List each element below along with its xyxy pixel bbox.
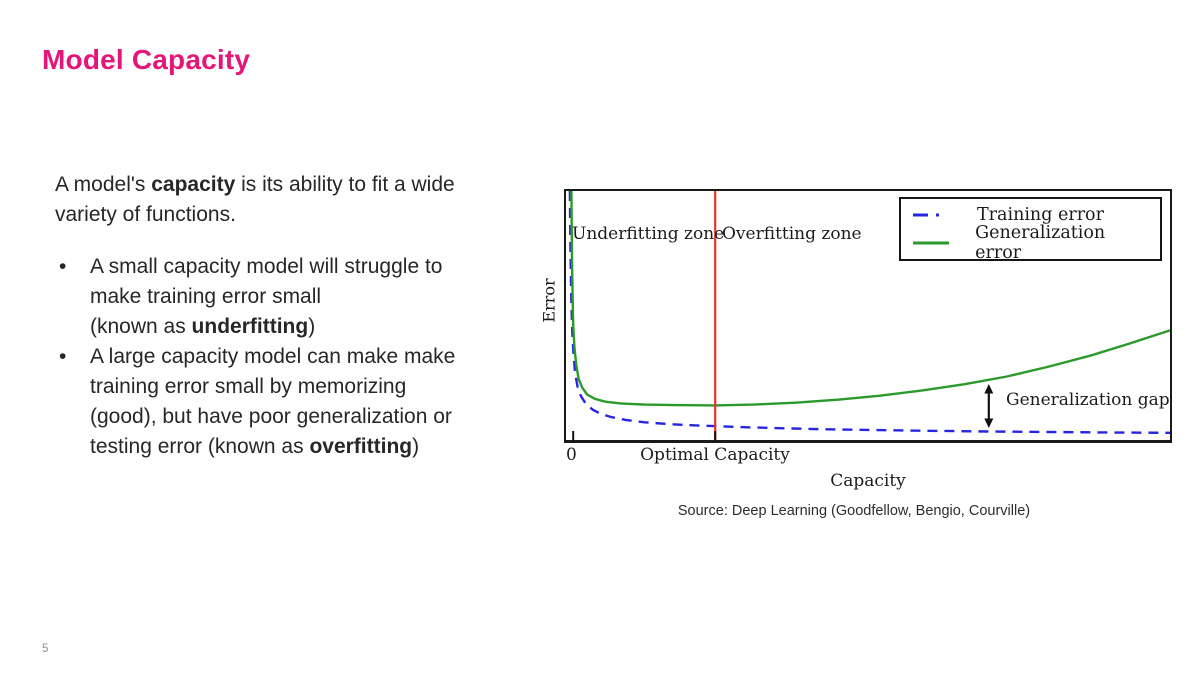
- bullet-bold-underfitting: underfitting: [191, 315, 309, 338]
- bullet-text: ): [412, 435, 420, 458]
- page-title: Model Capacity: [42, 44, 251, 75]
- legend-label-generalization-error: Generalization error: [975, 222, 1106, 263]
- intro-text: A model's: [55, 173, 152, 196]
- generalization-error-solid-line-icon: [913, 241, 949, 244]
- page-number: 5: [42, 643, 49, 655]
- bullet-text: (known as: [90, 315, 192, 338]
- generalization-gap-label: Generalization gap: [1006, 390, 1170, 410]
- bullet-list: A small capacity model will struggle to m…: [55, 252, 520, 462]
- underfitting-zone-label: Underfitting zone: [572, 224, 725, 244]
- bullet-text: training error small by memorizing: [90, 375, 407, 398]
- intro-paragraph: A model's capacity is its ability to fit…: [55, 170, 520, 230]
- intro-text: is its ability to fit a wide: [235, 173, 455, 196]
- training-error-dashed-line-icon: [913, 213, 949, 216]
- plot-canvas: [568, 191, 1170, 440]
- bullet-text: A large capacity model can make make: [90, 345, 456, 368]
- chart-legend: Training error Generalization error: [899, 197, 1162, 263]
- bullet-text: ): [308, 315, 316, 338]
- intro-bold-capacity: capacity: [151, 173, 236, 196]
- curve-generalization-error: [570, 191, 1170, 407]
- bullet-text: make training error small: [90, 285, 322, 308]
- y-axis-label: Error: [539, 278, 559, 323]
- source-citation: Source: Deep Learning (Goodfellow, Bengi…: [677, 503, 1031, 519]
- bullet-text: A small capacity model will struggle to: [90, 255, 443, 278]
- bullet-text: (good), but have poor generalization or: [90, 405, 452, 428]
- intro-text: variety of functions.: [55, 203, 236, 226]
- legend-label-training-error: Training error: [977, 204, 1104, 225]
- x-axis-label: Capacity: [830, 471, 906, 491]
- bullet-overfitting: A large capacity model can make make trai…: [55, 342, 520, 462]
- legend-item-generalization-error: Generalization error: [911, 223, 1150, 263]
- overfitting-zone-label: Overfitting zone: [722, 224, 862, 244]
- gap-arrow-head-up-icon: [984, 383, 994, 394]
- body-text-block: A model's capacity is its ability to fit…: [55, 170, 520, 462]
- gap-arrow-head-down-icon: [984, 418, 994, 429]
- curve-training-error: [568, 191, 1170, 434]
- legend-item-training-error: Training error: [911, 201, 1150, 228]
- bullet-underfitting: A small capacity model will struggle to m…: [55, 252, 520, 342]
- x-tick-label-zero: 0: [566, 445, 577, 465]
- bullet-text: testing error (known as: [90, 435, 310, 458]
- bullet-bold-overfitting: overfitting: [309, 435, 413, 458]
- x-tick-label-optimal-capacity: Optimal Capacity: [640, 445, 790, 465]
